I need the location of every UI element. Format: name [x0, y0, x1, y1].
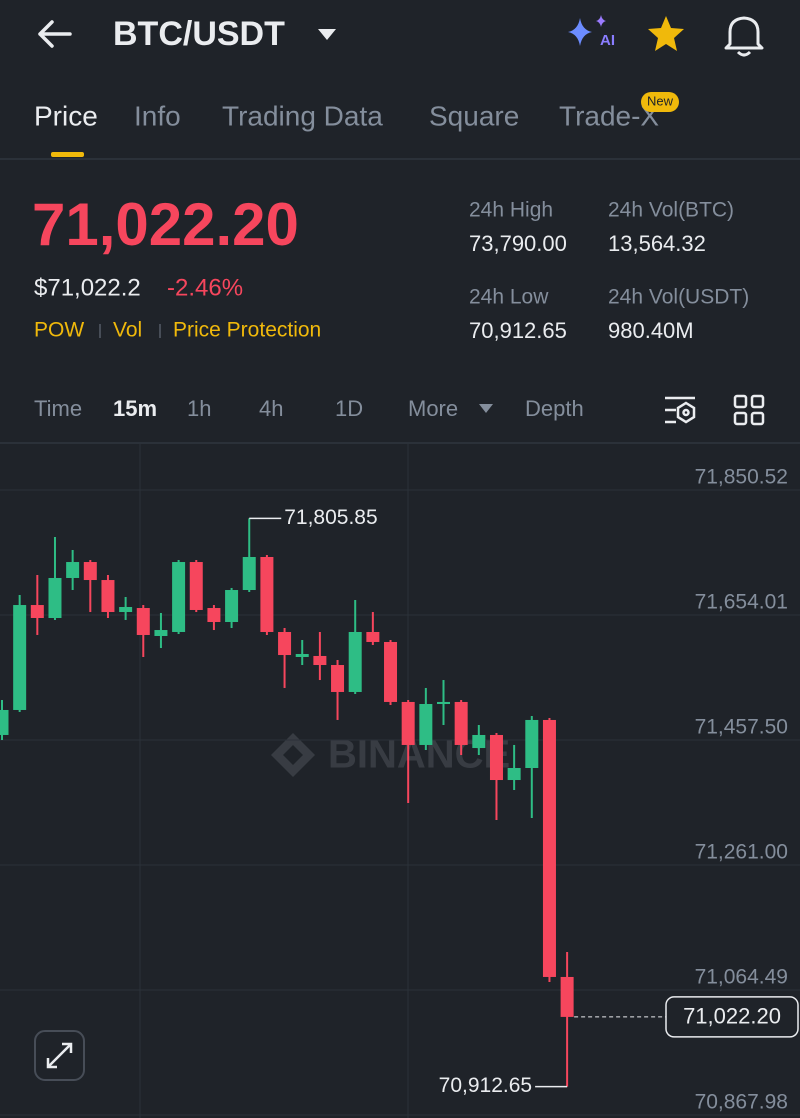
timeframe[interactable]: 15m [113, 396, 157, 421]
indicator-settings[interactable] [665, 396, 696, 424]
candle-body [119, 606, 133, 613]
tag[interactable]: Price Protection [173, 319, 321, 342]
candle-body [242, 556, 256, 591]
timeframe[interactable]: 1D [335, 396, 363, 421]
layout-button[interactable] [733, 394, 765, 426]
candle-body [207, 608, 221, 623]
candle-body [83, 562, 97, 581]
timeframe[interactable]: 1h [187, 396, 211, 421]
tag[interactable]: POW [34, 319, 84, 342]
last-price-tag [665, 996, 799, 1038]
new-badge: New [647, 93, 674, 108]
tab[interactable]: Trading Data [222, 100, 383, 131]
ai-button[interactable]: AI [568, 15, 615, 49]
candle-body [295, 654, 309, 657]
stat-value: 70,912.65 [469, 318, 567, 343]
annotation-label: 70,912.65 [439, 1074, 532, 1097]
stat-label: 24h Vol(BTC) [608, 199, 734, 222]
y-tick-label: 71,654.01 [695, 591, 788, 614]
candle-body [260, 556, 274, 632]
tab[interactable]: Price [34, 100, 98, 131]
stat-value: 73,790.00 [469, 231, 567, 256]
stat-value: 13,564.32 [608, 231, 706, 256]
pair-title[interactable]: BTC/USDT [113, 15, 285, 53]
candle-body [489, 734, 503, 781]
candle-body [560, 976, 574, 1017]
expand-button[interactable] [34, 1030, 85, 1081]
notification-button[interactable] [724, 16, 764, 57]
candle-body [542, 719, 556, 977]
candle-body [225, 590, 239, 623]
stat-label: 24h Vol(USDT) [608, 286, 749, 309]
timeframe[interactable]: Depth [525, 396, 584, 421]
pair-dropdown[interactable] [318, 29, 336, 40]
candle-body [66, 562, 80, 578]
candle-body [30, 605, 44, 618]
tab[interactable]: Info [134, 100, 181, 131]
tab[interactable]: Square [429, 100, 519, 131]
candle-body [0, 709, 9, 735]
candle-body [313, 655, 327, 666]
y-tick-label: 70,867.98 [695, 1091, 788, 1114]
candle-body [525, 719, 539, 768]
candle-body [437, 701, 450, 705]
usd-price: $71,022.2 [34, 274, 141, 301]
candle-body [48, 577, 62, 618]
stat-label: 24h Low [469, 286, 549, 309]
y-tick-label: 71,850.52 [695, 466, 788, 489]
tag[interactable]: Vol [113, 319, 142, 342]
candle-body [101, 580, 115, 613]
stat-label: 24h High [469, 199, 553, 222]
candle-body [136, 608, 150, 635]
ai-badge: AI [600, 32, 615, 49]
candle-body [384, 641, 398, 702]
candle-body [366, 631, 380, 642]
y-tick-label: 71,064.49 [695, 966, 788, 989]
candle-body [401, 701, 415, 745]
candle-body [348, 631, 362, 692]
candle-body [454, 701, 468, 745]
candle-body [419, 704, 433, 745]
last-price: 71,022.20 [32, 191, 299, 258]
annotation-label: 71,805.85 [284, 506, 377, 529]
price-change: -2.46% [167, 274, 243, 301]
candle-body [172, 562, 186, 632]
candle-body [154, 630, 168, 637]
plot: 71,850.52 71,654.01 71,457.50 71,261.00 71,0… [0, 466, 800, 1116]
more-dropdown[interactable] [479, 404, 493, 413]
y-tick-label: 71,261.00 [695, 841, 788, 864]
candle-body [13, 605, 27, 710]
candle-body [189, 562, 203, 610]
new-badge-bg [641, 92, 679, 112]
stat-value: 980.40M [608, 318, 694, 343]
tab-indicator [51, 152, 84, 157]
candle-body [278, 631, 292, 656]
timeframe[interactable]: Time [34, 396, 82, 421]
back-button[interactable] [38, 20, 72, 48]
last-price-label: 71,022.20 [683, 1004, 781, 1029]
candle-body [507, 768, 521, 781]
candle-body [331, 665, 345, 692]
favorite-button[interactable] [648, 16, 684, 51]
y-tick-label: 71,457.50 [695, 716, 788, 739]
candle-body [472, 734, 486, 749]
timeframe[interactable]: More [408, 396, 458, 421]
timeframe[interactable]: 4h [259, 396, 283, 421]
